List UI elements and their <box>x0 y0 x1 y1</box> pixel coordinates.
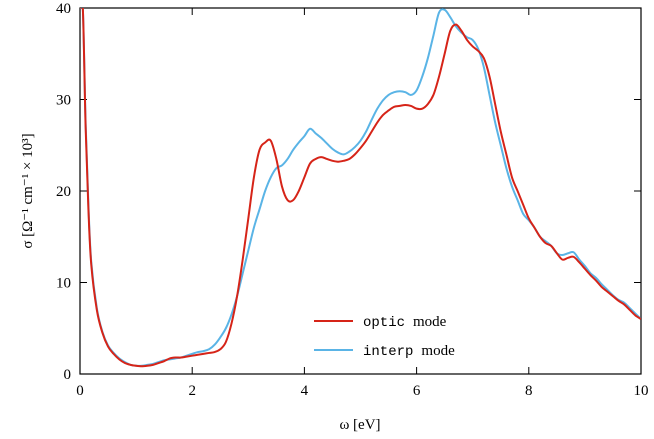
legend-label-interp: interp mode <box>363 342 455 360</box>
legend-code-optic: optic <box>363 315 405 331</box>
x-tick-label: 10 <box>634 383 649 399</box>
y-tick-label: 10 <box>56 276 71 292</box>
axis-ticks <box>79 7 642 375</box>
legend-code-interp: interp <box>363 344 413 360</box>
legend: optic mode interp mode <box>314 313 455 360</box>
x-tick-label: 6 <box>413 383 421 399</box>
legend-suffix-optic: mode <box>413 314 447 330</box>
x-tick-label: 0 <box>76 383 84 399</box>
legend-label-optic: optic mode <box>363 313 447 331</box>
y-tick-label: 40 <box>56 1 71 17</box>
series-lines <box>80 8 641 368</box>
x-tick-label: 8 <box>525 383 533 399</box>
legend-suffix-interp: mode <box>421 343 455 359</box>
y-tick-label: 30 <box>56 93 71 109</box>
axis-tick-labels: 0 2 4 6 8 10 0 10 20 30 40 <box>56 1 649 399</box>
y-tick-label: 20 <box>56 184 71 200</box>
y-axis-label: σ [Ω⁻¹ cm⁻¹ × 10³] <box>20 133 36 248</box>
plot-frame <box>79 7 642 375</box>
x-tick-label: 4 <box>301 383 309 399</box>
y-tick-label: 0 <box>64 367 72 383</box>
x-tick-label: 2 <box>188 383 196 399</box>
series-line-optic <box>80 8 641 368</box>
x-axis-label: ω [eV] <box>339 417 380 433</box>
